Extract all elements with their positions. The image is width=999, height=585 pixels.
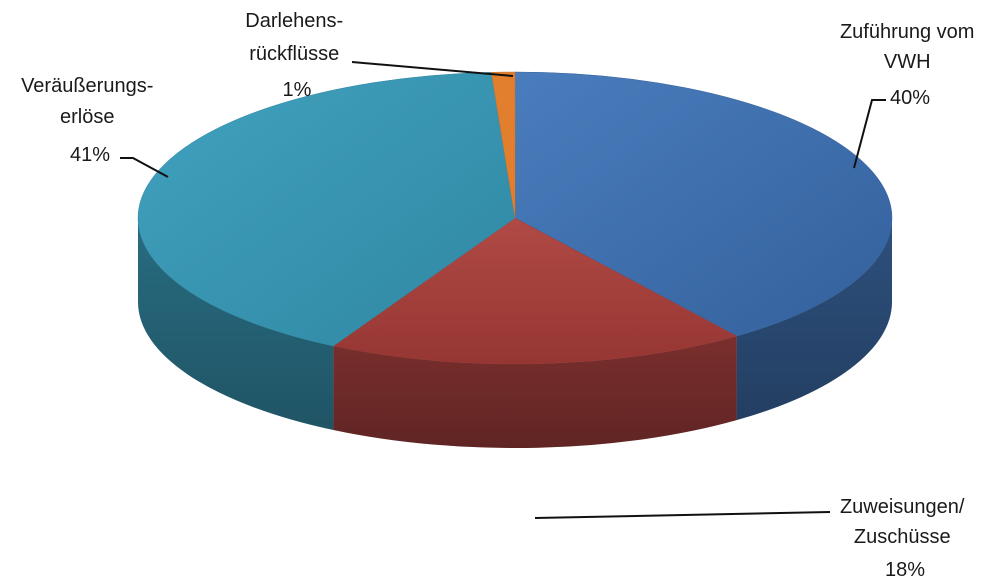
pie-sides — [138, 218, 892, 448]
label-zuweisungen: Zuweisungen/ Zuschüsse 18% — [840, 496, 970, 581]
slice-darlehen-top — [491, 71, 516, 219]
label-zufuehrung-line2: VWH — [884, 51, 931, 73]
label-veraeusserung-line1: Veräußerungs- — [21, 75, 153, 97]
slice-zufuehrung-side-shade — [736, 218, 892, 421]
label-veraeusserung-line2: erlöse — [60, 106, 114, 128]
slice-zuweisungen-side-shade — [333, 336, 737, 448]
label-veraeusserung-percent: 41% — [70, 144, 110, 166]
slice-veraeusserung-side-shade — [138, 218, 334, 430]
label-darlehen-line1: Darlehens- — [245, 10, 343, 32]
pie-tops — [137, 71, 893, 365]
slice-zufuehrung-top — [514, 71, 893, 337]
label-zufuehrung-percent: 40% — [890, 87, 930, 109]
label-zuweisungen-percent: 18% — [885, 559, 925, 581]
label-zufuehrung-line1: Zuführung vom — [840, 21, 975, 43]
label-zuweisungen-line1: Zuweisungen/ — [840, 496, 965, 518]
label-veraeusserung: Veräußerungs- erlöse 41% — [21, 75, 159, 166]
slice-veraeusserung-top — [137, 72, 516, 347]
leader-line-veraeusserung — [120, 157, 169, 178]
label-zufuehrung: Zuführung vom VWH 40% — [840, 21, 980, 109]
slice-zuweisungen-top — [332, 217, 738, 365]
leader-line-zufuehrung — [853, 99, 886, 169]
label-darlehen: Darlehens- rückflüsse 1% — [245, 10, 348, 101]
leader-line-darlehen — [351, 61, 514, 77]
label-darlehen-line2: rückflüsse — [249, 43, 339, 65]
label-zuweisungen-line2: Zuschüsse — [854, 526, 951, 548]
label-darlehen-percent: 1% — [283, 79, 312, 101]
leader-line-zuweisungen — [534, 511, 831, 519]
